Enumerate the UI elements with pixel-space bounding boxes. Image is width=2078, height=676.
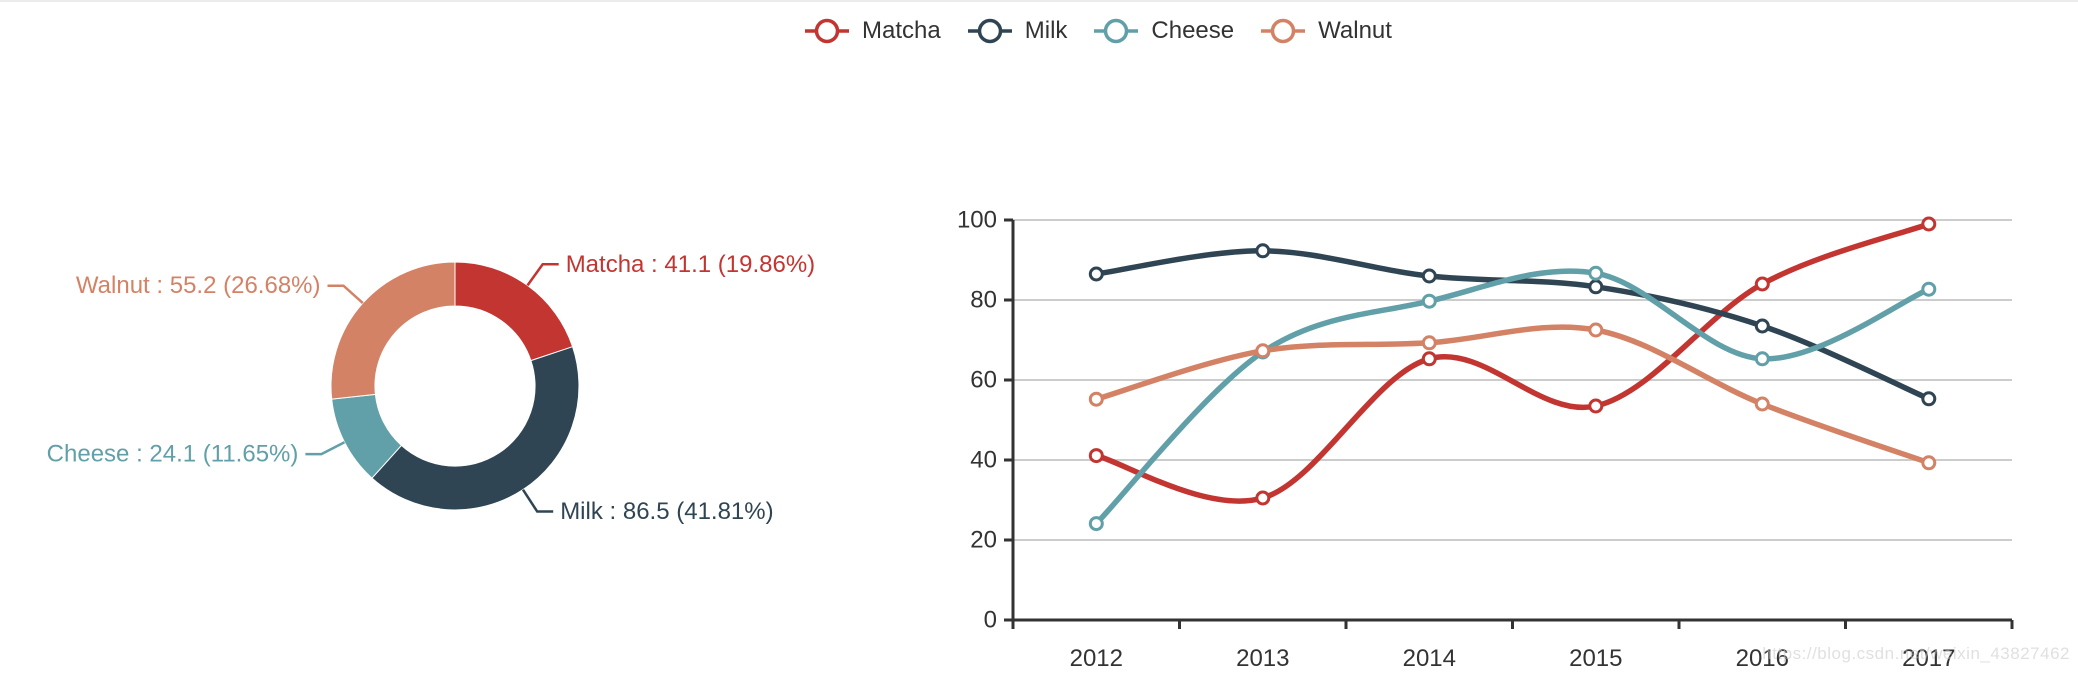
y-axis-label: 60 xyxy=(970,367,997,394)
line-point-matcha-2017[interactable] xyxy=(1921,216,1937,232)
legend-line-circle-icon xyxy=(805,18,850,44)
pie-slice-milk[interactable] xyxy=(371,346,580,511)
x-axis-label: 2014 xyxy=(1403,645,1456,672)
line-point-cheese-2015[interactable] xyxy=(1588,265,1604,281)
pie-label-matcha: Matcha : 41.1 (19.86%) xyxy=(566,251,815,278)
line-series-milk[interactable] xyxy=(1093,248,1932,402)
line-point-matcha-2016[interactable] xyxy=(1754,276,1770,292)
pie-slice-walnut[interactable] xyxy=(330,261,456,400)
x-axis-label: 2012 xyxy=(1070,645,1123,672)
x-axis-label: 2013 xyxy=(1236,645,1289,672)
x-axis-label: 2017 xyxy=(1902,645,1955,672)
legend-line-circle-icon xyxy=(1094,18,1139,44)
y-axis-label: 20 xyxy=(970,527,997,554)
pie-label-cheese: Cheese : 24.1 (11.65%) xyxy=(47,441,299,468)
line-point-matcha-2014[interactable] xyxy=(1421,351,1437,367)
pie-label-walnut: Walnut : 55.2 (26.68%) xyxy=(76,272,321,299)
y-axis-label: 40 xyxy=(970,447,997,474)
line-series-cheese[interactable] xyxy=(1093,268,1932,527)
line-point-milk-2012[interactable] xyxy=(1088,266,1104,282)
legend: Matcha Milk Cheese Walnut xyxy=(0,16,2078,46)
line-point-cheese-2012[interactable] xyxy=(1088,516,1104,532)
x-axis-label: 2016 xyxy=(1736,645,1789,672)
line-point-walnut-2017[interactable] xyxy=(1921,455,1937,471)
legend-line-circle-icon xyxy=(967,18,1012,44)
line-point-walnut-2012[interactable] xyxy=(1088,391,1104,407)
watermark: https://blog.csdn.net/weixin_43827462 xyxy=(1762,644,2070,663)
y-axis-label: 100 xyxy=(957,207,997,234)
legend-item-cheese[interactable]: Cheese xyxy=(1093,16,1234,46)
line-point-cheese-2017[interactable] xyxy=(1921,281,1937,297)
legend-label: Matcha xyxy=(862,17,941,44)
line-point-milk-2016[interactable] xyxy=(1754,318,1770,334)
legend-label: Walnut xyxy=(1318,17,1392,44)
line-series-walnut[interactable] xyxy=(1093,324,1932,466)
legend-label: Cheese xyxy=(1151,17,1235,44)
pie-label-line-cheese xyxy=(305,441,346,456)
legend-line-circle-icon xyxy=(1261,18,1306,44)
line-point-walnut-2014[interactable] xyxy=(1421,335,1437,351)
line-point-matcha-2013[interactable] xyxy=(1255,490,1271,506)
pie-label-milk: Milk : 86.5 (41.81%) xyxy=(560,498,773,525)
line-point-walnut-2013[interactable] xyxy=(1255,343,1271,359)
line-point-milk-2017[interactable] xyxy=(1921,391,1937,407)
legend-label: Milk xyxy=(1024,17,1068,44)
x-axis-label: 2015 xyxy=(1569,645,1622,672)
line-point-milk-2013[interactable] xyxy=(1255,243,1271,259)
pie-label-line-milk xyxy=(521,489,554,513)
legend-item-walnut[interactable]: Walnut xyxy=(1260,16,1392,46)
y-axis-label: 0 xyxy=(984,607,997,634)
legend-item-matcha[interactable]: Matcha xyxy=(804,16,941,46)
line-point-cheese-2016[interactable] xyxy=(1754,351,1770,367)
line-point-matcha-2015[interactable] xyxy=(1588,398,1604,414)
line-point-milk-2015[interactable] xyxy=(1588,279,1604,295)
legend-item-milk[interactable]: Milk xyxy=(967,16,1068,46)
y-axis-label: 80 xyxy=(970,287,997,314)
line-point-walnut-2016[interactable] xyxy=(1754,396,1770,412)
line-point-cheese-2014[interactable] xyxy=(1421,293,1437,309)
line-point-matcha-2012[interactable] xyxy=(1088,448,1104,464)
line-point-walnut-2015[interactable] xyxy=(1588,322,1604,338)
pie-label-line-walnut xyxy=(327,284,364,305)
line-series-matcha[interactable] xyxy=(1093,221,1932,504)
line-point-milk-2014[interactable] xyxy=(1421,268,1437,284)
pie-label-line-matcha xyxy=(526,263,559,287)
